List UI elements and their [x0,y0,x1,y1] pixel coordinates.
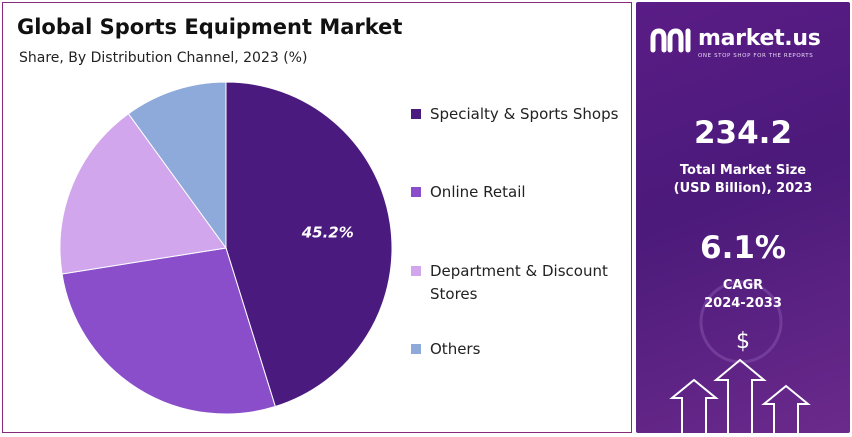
growth-arrows-icon [669,358,811,433]
legend-swatch-specialty [411,109,421,119]
pie-slice-others [127,81,227,250]
legend-swatch-others [411,344,421,354]
market-size-label-line2: (USD Billion), 2023 [673,181,813,196]
cagr-label-line2: 2024-2033 [704,296,782,311]
legend-label-specialty: Specialty & Sports Shops [430,105,619,123]
arrow-up-left-icon [669,378,719,433]
chart-title: Global Sports Equipment Market [17,15,403,39]
legend-label-department: Department & Discount Stores [430,262,608,303]
brand-tagline: ONE STOP SHOP FOR THE REPORTS [698,53,814,59]
chart-panel: Global Sports Equipment Market Share, By… [2,2,632,433]
pie-slice-specialty [225,81,393,408]
chart-subtitle: Share, By Distribution Channel, 2023 (%) [19,50,308,66]
panel-decoration [669,280,811,433]
market-size-value: 234.2 [693,115,793,151]
legend-label-others: Others [430,340,481,358]
pie-data-label: 45.2% [301,224,354,242]
dollar-icon: $ [736,329,750,354]
pie-chart: 45.2% [59,81,393,415]
pie-slice-online [61,247,276,415]
brand-logo-icon [650,28,691,53]
brand-name: market.us [698,26,821,51]
legend-swatch-online [411,187,421,197]
arrow-up-center-icon [713,358,767,433]
cagr-label-line1: CAGR [722,278,764,293]
market-size-label-line1: Total Market Size [679,163,807,178]
pie-slice-department [59,113,227,275]
legend-label-online: Online Retail [430,183,526,201]
cagr-value: 6.1% [700,230,786,266]
arrow-up-right-icon [761,384,811,433]
legend-swatch-department [411,266,421,276]
brand: market.us ONE STOP SHOP FOR THE REPORTS [650,26,846,60]
summary-panel: market.us ONE STOP SHOP FOR THE REPORTS … [636,2,850,433]
